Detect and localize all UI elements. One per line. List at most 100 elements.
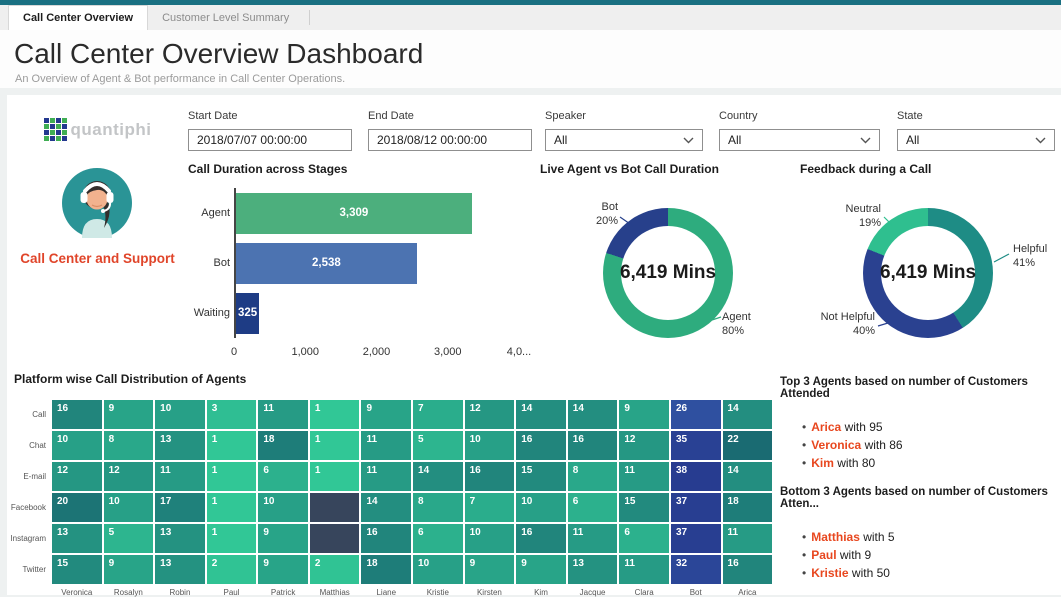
heatmap-cell[interactable]: 10 [52, 431, 102, 460]
heatmap-cell[interactable]: 14 [413, 462, 463, 491]
heatmap-column-label: Paul [223, 588, 240, 597]
heatmap-cell[interactable]: 5 [413, 431, 463, 460]
heatmap-cell[interactable]: 10 [413, 555, 463, 584]
country-select[interactable]: All [719, 129, 880, 151]
heatmap-cell[interactable]: 9 [103, 555, 154, 584]
heatmap-cell[interactable]: 13 [567, 555, 618, 584]
heatmap-cell[interactable]: 13 [52, 524, 102, 553]
heatmap-cell[interactable]: 11 [258, 400, 308, 429]
heatmap-cell[interactable]: 9 [516, 555, 566, 584]
heatmap-cell[interactable]: 16 [52, 400, 102, 429]
heatmap-cell[interactable]: 11 [567, 524, 618, 553]
heatmap-cell[interactable]: 10 [464, 431, 515, 460]
heatmap-cell[interactable]: 7 [464, 493, 515, 522]
heatmap-cell[interactable]: 1 [206, 431, 257, 460]
heatmap-cell[interactable]: 35 [670, 431, 721, 460]
heatmap-cell[interactable]: 1 [206, 524, 257, 553]
heatmap-cell[interactable]: 14 [567, 400, 618, 429]
donut1-ring[interactable]: 6,419 Mins [603, 208, 733, 338]
heatmap-cell[interactable]: 18 [722, 493, 773, 522]
heatmap-cell[interactable]: 22 [722, 431, 773, 460]
heatmap-cell[interactable]: 9 [464, 555, 515, 584]
heatmap-cell[interactable]: 16 [516, 431, 566, 460]
tab-call-center-overview[interactable]: Call Center Overview [8, 5, 149, 30]
heatmap-cell[interactable]: 8 [567, 462, 618, 491]
heatmap-cell[interactable]: 9 [258, 555, 308, 584]
heatmap-cell[interactable]: 11 [722, 524, 773, 553]
heatmap-cell[interactable]: 32 [670, 555, 721, 584]
donut2-title: Feedback during a Call [800, 162, 932, 176]
heatmap-cell[interactable]: 16 [516, 524, 566, 553]
heatmap-cell[interactable]: 14 [722, 462, 773, 491]
heatmap-cell[interactable]: 13 [155, 431, 205, 460]
heatmap-cell[interactable]: 26 [670, 400, 721, 429]
heatmap-cell[interactable]: 16 [722, 555, 773, 584]
heatmap-cell[interactable]: 8 [103, 431, 154, 460]
heatmap-cell[interactable]: 2 [309, 555, 360, 584]
heatmap-cell[interactable]: 10 [258, 493, 308, 522]
heatmap-cell[interactable]: 7 [413, 400, 463, 429]
heatmap-cell[interactable]: 14 [516, 400, 566, 429]
state-value: All [906, 133, 920, 147]
heatmap-cell[interactable]: 16 [361, 524, 412, 553]
heatmap-cell[interactable] [309, 493, 360, 522]
heatmap-cell[interactable]: 14 [722, 400, 773, 429]
end-date-input[interactable] [368, 129, 532, 151]
heatmap-cell[interactable]: 11 [361, 462, 412, 491]
heatmap-cell[interactable]: 14 [361, 493, 412, 522]
heatmap-cell[interactable]: 6 [258, 462, 308, 491]
heatmap-cell[interactable]: 18 [258, 431, 308, 460]
heatmap-cell[interactable]: 2 [206, 555, 257, 584]
heatmap-cell[interactable]: 37 [670, 493, 721, 522]
tab-customer-level-summary[interactable]: Customer Level Summary [162, 11, 290, 24]
bar[interactable]: 325 [236, 292, 260, 334]
heatmap-cell[interactable]: 20 [52, 493, 102, 522]
heatmap-cell[interactable]: 12 [464, 400, 515, 429]
heatmap-cell[interactable]: 6 [413, 524, 463, 553]
heatmap-cell[interactable]: 1 [309, 400, 360, 429]
heatmap-cell[interactable]: 6 [619, 524, 669, 553]
speaker-select[interactable]: All [545, 129, 703, 151]
heatmap-cell[interactable]: 9 [619, 400, 669, 429]
heatmap-cell[interactable]: 12 [52, 462, 102, 491]
heatmap-cell[interactable]: 13 [155, 555, 205, 584]
heatmap-cell[interactable]: 10 [464, 524, 515, 553]
start-date-input[interactable] [188, 129, 352, 151]
heatmap-cell[interactable]: 12 [103, 462, 154, 491]
heatmap-cell[interactable]: 3 [206, 400, 257, 429]
heatmap-cell[interactable]: 37 [670, 524, 721, 553]
heatmap-cell[interactable]: 17 [155, 493, 205, 522]
heatmap-cell[interactable]: 9 [258, 524, 308, 553]
donut2-helpful-label: Helpful 41% [1013, 243, 1048, 270]
heatmap-cell[interactable]: 10 [516, 493, 566, 522]
heatmap-cell[interactable]: 8 [413, 493, 463, 522]
heatmap-cell[interactable]: 38 [670, 462, 721, 491]
heatmap-cell[interactable]: 16 [567, 431, 618, 460]
heatmap-cell[interactable]: 1 [309, 462, 360, 491]
heatmap-cell[interactable]: 11 [155, 462, 205, 491]
heatmap-cell[interactable]: 9 [361, 400, 412, 429]
heatmap-cell[interactable]: 13 [155, 524, 205, 553]
heatmap-cell[interactable]: 10 [155, 400, 205, 429]
heatmap-cell[interactable] [309, 524, 360, 553]
heatmap-cell[interactable]: 1 [206, 462, 257, 491]
donut2-ring[interactable]: 6,419 Mins [863, 208, 993, 338]
heatmap-cell[interactable]: 6 [567, 493, 618, 522]
heatmap-cell[interactable]: 5 [103, 524, 154, 553]
heatmap-cell[interactable]: 11 [619, 555, 669, 584]
heatmap-cell[interactable]: 15 [619, 493, 669, 522]
heatmap-cell[interactable]: 18 [361, 555, 412, 584]
heatmap-cell[interactable]: 15 [516, 462, 566, 491]
heatmap-cell[interactable]: 15 [52, 555, 102, 584]
heatmap-cell[interactable]: 1 [309, 431, 360, 460]
state-select[interactable]: All [897, 129, 1055, 151]
heatmap-cell[interactable]: 12 [619, 431, 669, 460]
heatmap-cell[interactable]: 11 [619, 462, 669, 491]
bar[interactable]: 2,538 [236, 242, 417, 284]
heatmap-cell[interactable]: 11 [361, 431, 412, 460]
heatmap-cell[interactable]: 1 [206, 493, 257, 522]
heatmap-cell[interactable]: 9 [103, 400, 154, 429]
heatmap-cell[interactable]: 16 [464, 462, 515, 491]
heatmap-cell[interactable]: 10 [103, 493, 154, 522]
bar[interactable]: 3,309 [236, 192, 472, 234]
